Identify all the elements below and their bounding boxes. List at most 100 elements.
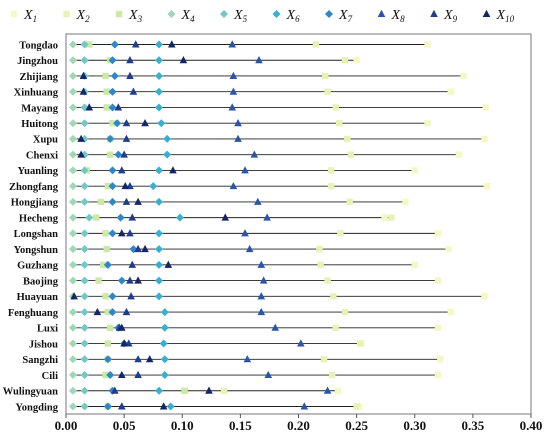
point-x1 [434,371,442,379]
point-x5 [85,213,94,222]
point-x2 [335,119,343,127]
x-tick-label: 0.35 [462,418,485,433]
legend-label-x1: X1 [23,8,37,24]
point-x8 [259,276,268,284]
point-x2 [312,41,320,48]
point-x5 [80,339,89,348]
point-x6 [160,355,169,364]
row-chenxi: Chenxi [26,150,463,161]
x-tick-label: 0.15 [229,418,252,433]
point-x7 [106,134,115,143]
point-x6 [155,386,163,395]
point-x4 [68,134,77,143]
point-x3 [102,230,109,237]
point-x1 [481,135,488,143]
point-x1 [455,151,463,158]
category-label: Baojing [23,276,59,287]
point-x5 [80,276,89,285]
point-x9 [126,229,134,237]
point-x7 [108,308,117,317]
point-x2 [341,57,349,64]
category-label: Tongdao [19,40,58,51]
category-label: Yongding [15,402,58,413]
point-x2 [388,214,395,221]
point-x5 [80,260,89,269]
point-x1 [481,293,488,300]
legend-label-x5: X5 [233,8,248,24]
point-x8 [243,355,252,363]
row-huitong: Huitong [21,118,431,130]
point-x9 [126,56,134,64]
row-cili: Cili [42,370,442,382]
point-x5 [80,197,89,206]
point-x10 [118,370,126,379]
point-x5 [80,119,89,128]
point-x4 [68,371,77,380]
point-x2 [316,245,323,253]
point-x4 [68,339,77,348]
point-x9 [122,197,131,205]
row-fenghuang: Fenghuang [8,307,454,319]
point-x8 [257,260,266,268]
point-x3 [95,277,102,284]
point-x5 [80,182,89,191]
point-x3 [93,214,100,221]
point-x4 [68,87,77,96]
point-x1 [445,245,452,253]
legend-marker-x3 [115,10,123,18]
category-label: Hongjiang [11,198,59,209]
point-x7 [108,292,117,301]
legend-marker-x1 [10,10,18,18]
point-x10 [141,244,149,253]
point-x10 [121,181,130,190]
point-x8 [300,402,309,410]
point-x1 [447,308,454,316]
point-x1 [353,57,360,64]
category-label: Luxi [37,324,58,335]
point-x10 [77,134,85,142]
point-x6 [155,260,163,269]
point-x3 [100,261,107,269]
point-x5 [80,229,89,238]
point-x9 [127,292,135,300]
point-x2 [327,167,335,174]
legend-marker-x8 [377,9,386,17]
x-tick-label: 0.20 [287,418,310,433]
point-x4 [68,213,77,222]
point-x3 [104,308,112,316]
point-x7 [103,260,112,269]
row-xupu: Xupu [33,134,488,146]
point-x10 [120,339,128,347]
point-x5 [80,245,89,254]
point-x2 [353,403,360,410]
point-x3 [109,119,116,127]
point-x10 [141,118,149,127]
point-x10 [134,197,142,205]
point-x4 [68,56,77,65]
point-x2 [344,135,351,143]
point-x8 [241,166,249,174]
point-x4 [68,355,77,364]
point-x9 [134,244,142,253]
point-x9 [118,166,126,174]
point-x10 [179,56,188,64]
category-label: Yuanling [18,166,59,177]
point-x9 [128,213,137,221]
category-label: Xupu [33,135,58,146]
point-x2 [317,261,324,269]
point-x8 [234,134,242,142]
category-label: Fenghuang [8,308,59,319]
point-x2 [330,293,337,300]
point-x9 [128,260,137,268]
point-x6 [155,245,163,254]
point-x7 [108,182,117,191]
point-x9 [134,355,142,363]
point-x6 [166,402,175,411]
point-x8 [257,292,266,300]
point-x10 [164,260,173,268]
point-x5 [80,56,89,65]
point-x8 [255,56,263,64]
point-x8 [263,213,271,221]
x-tick-label: 0.00 [55,418,78,433]
